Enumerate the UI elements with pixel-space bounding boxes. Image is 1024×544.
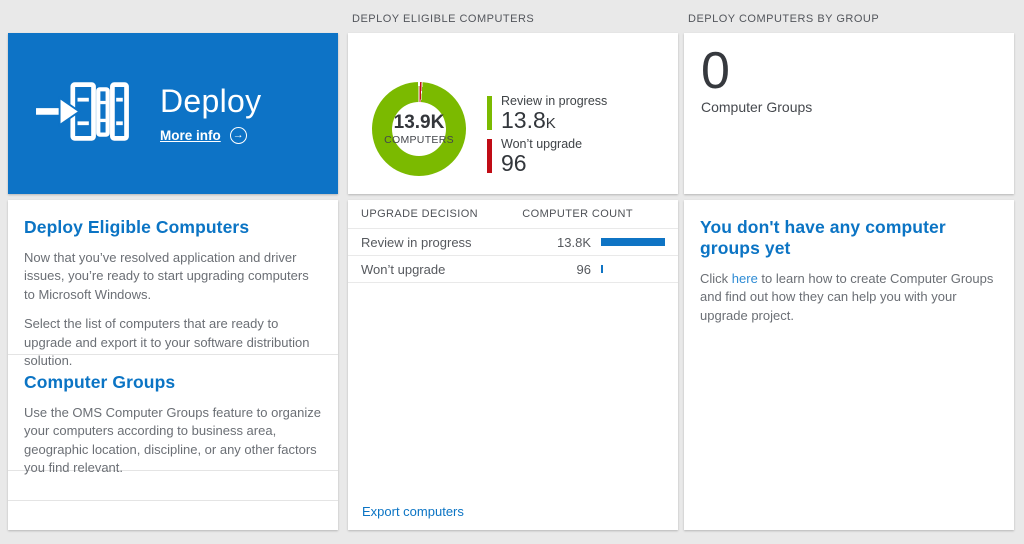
- left-column-header-spacer: [8, 0, 338, 33]
- eligible-computers-tile[interactable]: 13.9K COMPUTERS Review in progress 13.8K…: [348, 33, 678, 194]
- legend-item-wont-upgrade: Won’t upgrade 96: [487, 137, 607, 176]
- legend-swatch-red: [487, 138, 492, 173]
- section-heading: Deploy Eligible Computers: [24, 217, 250, 237]
- groups-panel-heading: You don't have any computer groups yet: [700, 217, 946, 258]
- count-bar: [601, 238, 665, 246]
- middle-column-header: DEPLOY ELIGIBLE COMPUTERS: [352, 12, 535, 25]
- deploy-tile[interactable]: Deploy More info →: [8, 33, 338, 194]
- here-link[interactable]: here: [731, 271, 758, 286]
- computer-groups-info-panel: You don't have any computer groups yet C…: [684, 200, 1014, 530]
- table-row[interactable]: Won’t upgrade 96: [348, 256, 678, 283]
- legend-item-review-in-progress: Review in progress 13.8K: [487, 94, 607, 133]
- groups-panel-paragraph: Click here to learn how to create Comput…: [700, 271, 994, 323]
- donut-center-label: COMPUTERS: [384, 133, 454, 146]
- row-count: 96: [576, 261, 591, 277]
- export-computers-link[interactable]: Export computers: [362, 504, 464, 519]
- donut-center-value: 13.9K: [393, 111, 445, 133]
- section-deploy-eligible-computers: Deploy Eligible Computers Now that you’v…: [8, 200, 338, 368]
- empty-section: [8, 471, 338, 501]
- section-paragraph: Select the list of computers that are re…: [24, 316, 310, 369]
- table-header-upgrade-decision: UPGRADE DECISION: [361, 208, 479, 220]
- table-header-computer-count: COMPUTER COUNT: [522, 208, 633, 220]
- deploy-info-panel: Deploy Eligible Computers Now that you’v…: [8, 200, 338, 530]
- deploy-title: Deploy: [160, 83, 262, 119]
- more-info-row: More info →: [160, 127, 261, 144]
- section-paragraph: Now that you’ve resolved application and…: [24, 250, 309, 302]
- computer-groups-count-label: Computer Groups: [701, 99, 813, 115]
- more-info-link[interactable]: More info: [160, 128, 221, 143]
- donut-legend: Review in progress 13.8K Won’t upgrade 9…: [487, 94, 607, 179]
- legend-value: 96: [501, 149, 527, 176]
- legend-value: 13.8K: [501, 107, 556, 134]
- table-header-row: UPGRADE DECISION COMPUTER COUNT: [348, 200, 678, 229]
- upgrade-readiness-deploy-page: Deploy More info → Deploy Eligible Compu…: [8, 0, 1014, 530]
- right-column-header: DEPLOY COMPUTERS BY GROUP: [688, 12, 880, 25]
- row-decision: Won’t upgrade: [361, 261, 446, 277]
- middle-column: DEPLOY ELIGIBLE COMPUTERS 13.9K COMPUTER…: [348, 0, 678, 530]
- donut-center: 13.9K COMPUTERS: [384, 102, 454, 156]
- row-decision: Review in progress: [361, 234, 472, 250]
- legend-swatch-green: [487, 96, 492, 130]
- deploy-icon: [34, 78, 138, 149]
- computer-groups-count-tile[interactable]: 0 Computer Groups: [684, 33, 1014, 194]
- deploy-tile-text: Deploy More info →: [160, 83, 261, 144]
- row-count: 13.8K: [557, 234, 591, 250]
- right-column: DEPLOY COMPUTERS BY GROUP 0 Computer Gro…: [684, 0, 1014, 530]
- count-bar: [601, 265, 603, 273]
- section-heading: Computer Groups: [24, 372, 176, 392]
- row-bar-cell: [591, 238, 665, 246]
- table-row[interactable]: Review in progress 13.8K: [348, 229, 678, 256]
- legend-label: Review in progress: [501, 94, 608, 108]
- left-column: Deploy More info → Deploy Eligible Compu…: [8, 0, 338, 530]
- row-bar-cell: [591, 265, 665, 273]
- section-computer-groups: Computer Groups Use the OMS Computer Gro…: [8, 355, 338, 475]
- upgrade-decision-donut-chart[interactable]: 13.9K COMPUTERS: [372, 82, 466, 176]
- upgrade-decision-table-panel: UPGRADE DECISION COMPUTER COUNT Review i…: [348, 200, 678, 530]
- legend-label: Won’t upgrade: [501, 136, 583, 151]
- arrow-circle-icon[interactable]: →: [229, 127, 247, 144]
- computer-groups-count: 0: [701, 42, 730, 100]
- section-paragraph: Use the OMS Computer Groups feature to o…: [24, 405, 321, 476]
